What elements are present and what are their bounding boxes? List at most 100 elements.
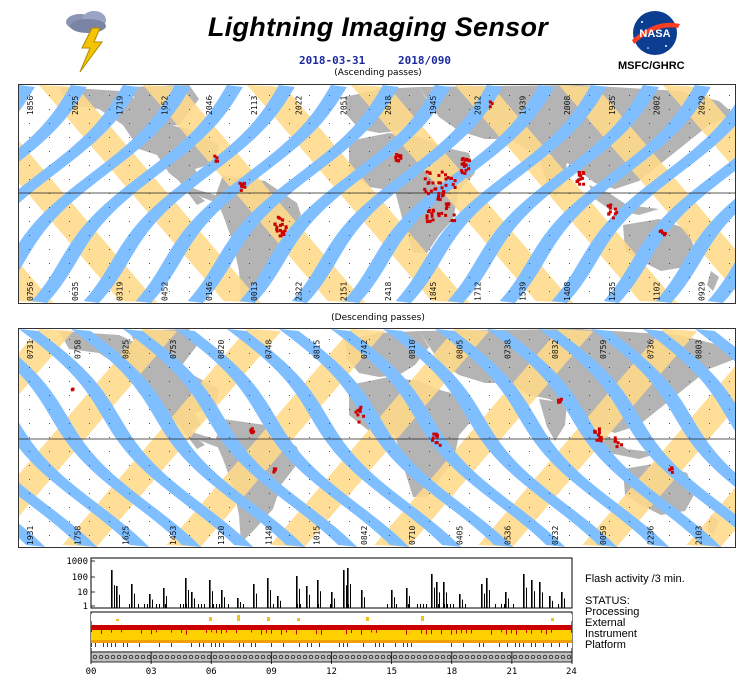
grid-dot (29, 263, 30, 264)
grid-dot (649, 109, 650, 110)
grid-dot (49, 493, 50, 494)
lightning-flash (595, 438, 599, 442)
lightning-flash (280, 222, 284, 226)
lightning-flash (580, 176, 584, 180)
grid-dot (709, 451, 710, 452)
strip-mark (494, 654, 500, 660)
lightning-flash (215, 156, 219, 160)
lightning-flash (431, 181, 435, 185)
grid-dot (369, 151, 370, 152)
strip-mark (422, 654, 428, 660)
grid-dot (609, 381, 610, 382)
grid-dot (29, 291, 30, 292)
grid-dot (249, 249, 250, 250)
grid-dot (509, 367, 510, 368)
grid-dot (269, 221, 270, 222)
platform-mark (199, 643, 200, 647)
grid-dot (669, 137, 670, 138)
grid-dot (189, 235, 190, 236)
grid-dot (449, 423, 450, 424)
grid-dot (169, 123, 170, 124)
grid-dot (169, 451, 170, 452)
external-mark (546, 630, 547, 635)
grid-dot (309, 249, 310, 250)
activity-bar (396, 604, 397, 608)
platform-mark (551, 643, 552, 647)
grid-dot (29, 521, 30, 522)
grid-dot (309, 151, 310, 152)
grid-dot (109, 409, 110, 410)
grid-dot (329, 165, 330, 166)
grid-dot (729, 423, 730, 424)
grid-dot (89, 339, 90, 340)
pass-time-label: 1320 (217, 526, 226, 545)
grid-dot (209, 235, 210, 236)
grid-dot (729, 137, 730, 138)
grid-dot (409, 263, 410, 264)
grid-dot (529, 179, 530, 180)
pass-time-label: 2103 (694, 526, 703, 545)
grid-dot (529, 123, 530, 124)
grid-dot (329, 381, 330, 382)
grid-dot (389, 535, 390, 536)
external-mark (181, 630, 182, 633)
grid-dot (449, 395, 450, 396)
grid-dot (69, 353, 70, 354)
grid-dot (129, 521, 130, 522)
grid-dot (309, 291, 310, 292)
grid-dot (529, 235, 530, 236)
activity-bar (459, 594, 461, 608)
grid-dot (649, 521, 650, 522)
grid-dot (389, 465, 390, 466)
activity-bar (453, 604, 454, 608)
grid-dot (269, 179, 270, 180)
grid-dot (309, 381, 310, 382)
descending-label: (Descending passes) (331, 313, 425, 323)
grid-dot (209, 521, 210, 522)
grid-dot (709, 291, 710, 292)
grid-dot (509, 381, 510, 382)
grid-dot (29, 151, 30, 152)
external-mark (541, 630, 542, 633)
grid-dot (609, 109, 610, 110)
activity-bar (417, 604, 418, 608)
grid-dot (489, 381, 490, 382)
grid-dot (449, 353, 450, 354)
lightning-cloud-icon (66, 11, 106, 73)
grid-dot (489, 339, 490, 340)
grid-dot (429, 535, 430, 536)
activity-bar (539, 582, 541, 608)
platform-mark (95, 643, 96, 647)
grid-dot (49, 291, 50, 292)
grid-dot (689, 263, 690, 264)
grid-dot (449, 493, 450, 494)
grid-dot (309, 123, 310, 124)
grid-dot (149, 249, 150, 250)
grid-dot (369, 123, 370, 124)
grid-dot (609, 263, 610, 264)
grid-dot (149, 221, 150, 222)
grid-dot (489, 535, 490, 536)
grid-dot (629, 423, 630, 424)
grid-dot (189, 381, 190, 382)
lightning-flash (431, 208, 435, 212)
x-tick-label: 12 (326, 667, 337, 677)
grid-dot (729, 263, 730, 264)
grid-dot (609, 423, 610, 424)
grid-dot (229, 277, 230, 278)
grid-dot (689, 193, 690, 194)
lightning-flash (453, 219, 457, 223)
grid-dot (349, 193, 350, 194)
strip-mark (488, 654, 494, 660)
activity-bar (237, 598, 239, 608)
grid-dot (149, 95, 150, 96)
grid-dot (469, 451, 470, 452)
grid-dot (209, 193, 210, 194)
external-mark (516, 630, 517, 635)
grid-dot (189, 165, 190, 166)
platform-mark (383, 643, 384, 647)
grid-dot (89, 479, 90, 480)
grid-dot (509, 207, 510, 208)
strip-mark (326, 654, 332, 660)
external-mark (286, 630, 287, 633)
